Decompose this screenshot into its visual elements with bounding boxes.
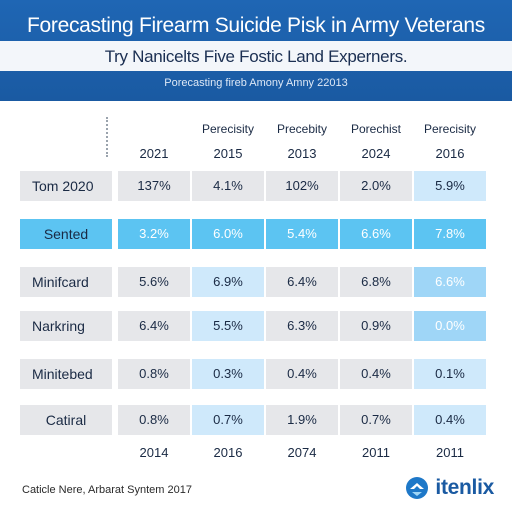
table-cell: 137% [118,171,190,201]
brand-logo: itenlix [405,474,494,502]
table-cell: 0.0% [414,311,486,341]
table-cell: 102% [266,171,338,201]
table-cell: 5.4% [266,219,338,249]
bottom-year: 2011 [362,445,390,460]
column-header-year: 2021 [139,146,169,161]
bottom-year: 2016 [213,445,243,460]
table-cell: 6.3% [266,311,338,341]
table-cell: 6.8% [340,267,412,297]
table-cell: 0.4% [340,359,412,389]
table-cell: 6.6% [414,267,486,297]
table-cell: 6.9% [192,267,264,297]
column-header-year: 2015 [213,146,243,161]
row-label: Tom 2020 [20,171,112,201]
table-cell: 2.0% [340,171,412,201]
table-cell: 0.3% [192,359,264,389]
column-header-year: 2013 [287,146,317,161]
table-cell: 6.0% [192,219,264,249]
column-header-label: Perecisity [201,122,254,136]
table-cell: 7.8% [414,219,486,249]
subtitle-band [0,41,512,71]
source-note: Caticle Nere, Arbarat Syntem 2017 [22,484,192,496]
table-cell: 5.9% [414,171,486,201]
row-label: Sented [20,219,112,249]
table-cell: 0.7% [340,405,412,435]
table-cell: 5.6% [118,267,190,297]
column-header-label: Precebity [276,122,328,136]
page-title: Forecasting Firearm Suicide Pisk in Army… [27,14,485,37]
column-header-label: Porechist [350,122,402,136]
dotted-divider [106,117,108,157]
table-cell: 0.9% [340,311,412,341]
row-label: Minifcard [20,267,112,297]
header-caption: Porecasting fireb Amony Amny 22013 [164,77,348,89]
table-cell: 4.1% [192,171,264,201]
row-label: Minitebed [20,359,112,389]
column-header-year: 2016 [435,146,465,161]
table-cell: 0.4% [266,359,338,389]
bottom-year: 2014 [139,445,169,460]
brand-icon [406,477,429,499]
table-cell: 0.1% [414,359,486,389]
bottom-year: 2074 [287,445,317,460]
table-cell: 6.4% [118,311,190,341]
page-subtitle: Try Nanicelts Five Fostic Land Experners… [104,47,408,66]
table-cell: 6.4% [266,267,338,297]
brand-name: itenlix [435,476,494,499]
table-cell: 0.8% [118,359,190,389]
table-cell: 1.9% [266,405,338,435]
bottom-year: 2011 [436,445,464,460]
table-cell: 5.5% [192,311,264,341]
table-cell: 3.2% [118,219,190,249]
column-header-year: 2024 [361,146,391,161]
table-cell: 0.8% [118,405,190,435]
row-label: Catiral [20,405,112,435]
table-cell: 6.6% [340,219,412,249]
row-label: Narkring [20,311,112,341]
table-cell: 0.4% [414,405,486,435]
table-cell: 0.7% [192,405,264,435]
column-header-label: Perecisity [423,122,476,136]
